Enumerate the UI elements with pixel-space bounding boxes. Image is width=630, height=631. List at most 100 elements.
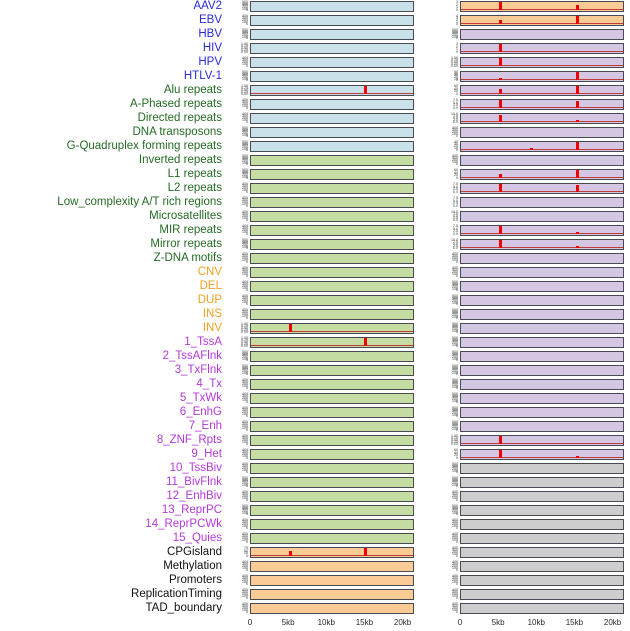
y-tick-label: 200 [242,578,248,583]
y-axis-ticks-left-17: 500 400 300 200 100 0 [228,238,249,250]
y-tick-label: 300 [242,16,248,21]
y-tick-label: 0 [456,484,458,489]
y-axis-ticks-left-5: 500 400 300 200 100 0 [228,70,249,83]
x-tick-label-left: 10kb [317,618,335,627]
y-tick-label: 200 [452,340,458,345]
data-bar [288,324,292,333]
y-tick-label: 400 [452,477,458,482]
y-tick-label: 0 [456,134,458,139]
y-tick-label: 400 [452,351,458,356]
track-plot-right-9-het [460,449,624,461]
y-axis-ticks-right-18: 400 300 200 100 0 [438,252,459,264]
track-plot-right-inv [460,323,624,335]
y-axis-ticks-left-3: 1.00 0.75 0.50 0.25 0.00 [228,42,249,54]
track-plot-left-l1-repeats [250,169,414,181]
track-plot-left-low-complexity-a-t-rich-regions [250,197,414,209]
y-axis-ticks-right-35: 400 300 200 100 0 [438,490,459,502]
y-tick-label: 200 [242,74,248,79]
y-tick-label: 1.00 [241,42,248,46]
y-axis-ticks-left-16: 400 300 200 100 0 [228,224,249,237]
y-tick-label: 200 [242,368,248,373]
track-label-htlv-1: HTLV-1 [183,70,222,83]
y-tick-label: 200 [452,564,458,569]
y-tick-label: 300 [242,576,248,581]
y-axis-ticks-left-42: 400 300 200 100 0 [228,588,249,600]
y-tick-label: 200 [452,130,458,135]
y-tick-label: 400 [452,379,458,384]
track-baseline [461,148,623,151]
track-plot-right-low-complexity-a-t-rich-regions [460,197,624,209]
y-tick-label: 100 [242,160,248,165]
y-tick-label: 7.5 [453,224,458,228]
y-tick-label: 100 [452,314,458,319]
track-label-mir-repeats: MIR repeats [159,224,222,237]
y-tick-label: 300 [242,507,248,512]
y-tick-label: 200 [242,298,248,303]
x-tick-label-left: 15kb [355,618,374,627]
y-tick-label: 1.00 [451,56,458,60]
track-plot-right-12-enhbiv [460,491,624,503]
data-bar [575,245,579,249]
y-axis-ticks-left-43: 400 300 200 100 0 [228,602,249,615]
track-label-1-tssa: 1_TssA [184,336,222,349]
x-axis-right: 0 5kb 10kb 15kb 20kb [458,617,624,631]
y-tick-label: 2.5 [453,229,458,234]
y-axis-ticks-left-40: 400 300 200 100 0 [228,560,249,572]
y-tick-label: 300 [242,604,248,609]
data-bar [575,16,579,25]
y-tick-label: 300 [452,590,458,595]
track-plot-left-mir-repeats [250,225,414,237]
y-tick-label: 200 [452,382,458,387]
x-tick-label-left: 0 [247,618,253,627]
y-axis-ticks-left-19: 400 300 200 100 0 [228,266,249,279]
y-tick-label: 300 [242,520,248,525]
track-label-l1-repeats: L1 repeats [167,168,222,181]
track-label-dup: DUP [197,294,222,307]
y-tick-label: 0 [246,428,248,433]
y-tick-label: 100 [242,188,248,193]
y-tick-label: 400 [452,154,458,158]
track-plot-left-12-enhbiv [250,491,414,503]
y-tick-label: 300 [242,353,248,358]
track-baseline [461,8,623,11]
track-label-inverted-repeats: Inverted repeats [138,154,222,167]
y-tick-label: 0 [246,232,248,237]
y-tick-label: 0 [246,64,248,69]
track-plot-left-replicationtiming [250,589,414,601]
y-tick-label: 5.0 [453,242,458,247]
y-tick-label: 200 [452,522,458,527]
track-plot-right-4-tx [460,379,624,391]
y-tick-label: 30 [454,73,458,78]
y-tick-label: 400 [452,309,458,314]
y-tick-label: 0 [456,414,458,419]
y-tick-label: 30 [454,142,458,147]
y-tick-label: 300 [242,198,248,203]
y-tick-label: 100 [242,454,248,459]
y-tick-label: 200 [242,32,248,37]
y-tick-label: 0 [246,274,248,279]
y-tick-label: 400 [242,505,248,510]
y-tick-label: 300 [242,367,248,372]
y-tick-label: 0 [246,162,248,167]
y-tick-label: 400 [452,29,458,34]
y-tick-label: 200 [242,494,248,499]
y-axis-ticks-right-10: 40 30 20 10 0 [438,140,459,152]
data-bar [575,231,579,235]
track-plot-right-l2-repeats [460,183,624,195]
y-tick-label: 0 [246,610,248,615]
y-tick-label: 200 [452,312,458,317]
track-plot-left-alu-repeats [250,85,414,97]
y-tick-label: 400 [242,224,248,228]
y-tick-label: 0 [246,78,248,83]
y-tick-label: 100 [242,104,248,109]
y-tick-label: 7.5 [453,98,458,102]
y-tick-label: 100 [452,566,458,571]
data-bar [498,240,502,249]
track-plot-left-tad-boundary [250,603,414,615]
track-plot-left-dna-transposons [250,127,414,139]
track-label-inv: INV [202,322,222,335]
y-tick-label: 0 [456,302,458,307]
y-tick-label: 7.5 [453,114,458,119]
track-plot-left-15-quies [250,533,414,545]
